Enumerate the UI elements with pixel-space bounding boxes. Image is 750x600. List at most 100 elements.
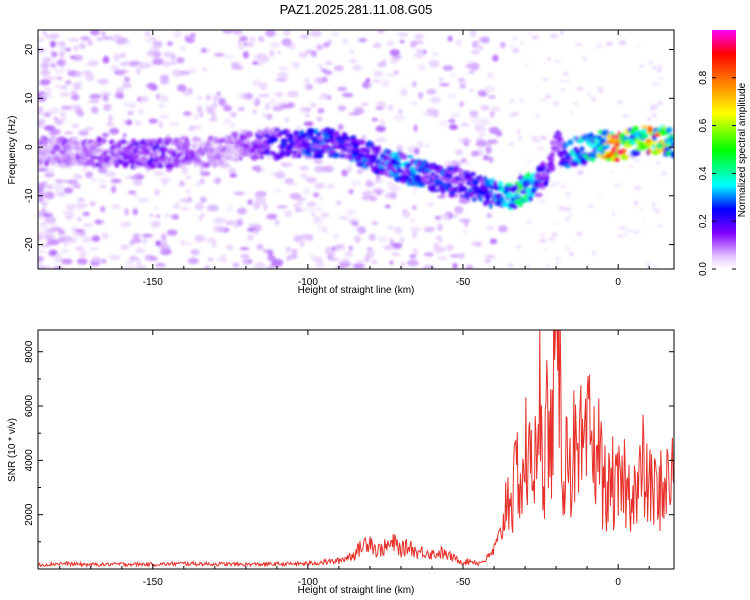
noise-blob	[251, 99, 258, 104]
noise-blob	[379, 118, 385, 127]
ridge-blob	[526, 172, 531, 179]
noise-blob	[554, 261, 561, 265]
noise-blob	[535, 114, 542, 119]
ridge-blob	[488, 202, 493, 209]
noise-blob	[313, 256, 324, 263]
noise-blob	[565, 217, 569, 222]
ridge-blob	[547, 164, 555, 171]
noise-blob	[612, 211, 616, 217]
noise-blob	[168, 122, 180, 126]
noise-blob	[122, 265, 135, 269]
ridge-blob	[332, 152, 340, 159]
noise-blob	[171, 69, 183, 78]
noise-blob	[514, 47, 519, 50]
noise-blob	[98, 179, 108, 184]
noise-blob	[278, 66, 289, 71]
noise-blob	[322, 228, 328, 234]
noise-blob	[449, 254, 461, 258]
ridge-blob	[205, 162, 211, 168]
noise-blob	[102, 57, 110, 64]
noise-blob	[589, 96, 595, 100]
noise-blob	[562, 71, 569, 76]
noise-blob	[217, 227, 226, 233]
noise-blob	[549, 184, 557, 187]
noise-blob	[284, 162, 293, 168]
noise-blob	[416, 140, 425, 149]
noise-blob	[484, 259, 492, 264]
snr-panel: -150 -100 -50 0 2000 4000 6000 8000 Height of s…	[7, 329, 675, 596]
noise-blob	[74, 175, 83, 179]
noise-blob	[651, 82, 660, 86]
noise-blob	[128, 190, 136, 195]
ridge-blob	[162, 147, 168, 152]
ridge-blob	[252, 154, 261, 159]
noise-blob	[312, 192, 320, 198]
ridge-blob	[192, 143, 197, 150]
ridge-blob	[394, 161, 402, 166]
noise-blob	[526, 32, 533, 36]
noise-blob	[269, 171, 275, 176]
noise-blob	[70, 104, 82, 110]
noise-blob	[290, 252, 298, 260]
noise-blob	[317, 63, 323, 70]
noise-blob	[199, 178, 205, 184]
noise-blob	[259, 61, 264, 66]
noise-blob	[163, 51, 172, 58]
ridge-blob	[462, 186, 467, 191]
noise-blob	[38, 197, 44, 202]
ridge-blob	[164, 158, 170, 164]
noise-blob	[266, 113, 273, 120]
noise-blob	[130, 175, 136, 181]
noise-blob	[447, 35, 453, 42]
noise-blob	[387, 225, 394, 231]
noise-blob	[534, 140, 542, 143]
ridge-blob	[265, 144, 271, 150]
x-tick-label: 0	[615, 277, 621, 288]
noise-blob	[340, 257, 350, 263]
noise-blob	[335, 244, 345, 249]
noise-blob	[114, 92, 123, 99]
noise-blob	[129, 241, 134, 247]
ridge-blob	[541, 185, 546, 190]
ridge-blob	[271, 137, 278, 142]
ridge-blob	[653, 133, 661, 137]
noise-blob	[148, 213, 155, 218]
noise-blob	[72, 203, 82, 210]
noise-blob	[125, 140, 133, 146]
noise-blob	[61, 258, 73, 265]
noise-blob	[247, 199, 253, 206]
noise-blob	[475, 140, 488, 147]
x-tick-label: -150	[143, 577, 163, 588]
noise-blob	[183, 242, 194, 246]
noise-blob	[38, 231, 48, 238]
ridge-blob	[156, 163, 164, 169]
noise-blob	[525, 63, 529, 67]
noise-blob	[457, 80, 468, 85]
noise-blob	[170, 52, 176, 60]
y-tick-label: 10	[24, 92, 35, 104]
ridge-blob	[620, 132, 625, 139]
noise-blob	[400, 39, 405, 44]
ridge-blob	[636, 150, 641, 154]
noise-blob	[617, 234, 623, 239]
noise-blob	[88, 99, 100, 104]
noise-blob	[335, 265, 345, 269]
noise-blob	[323, 165, 334, 173]
ridge-blob	[568, 139, 572, 143]
noise-blob	[390, 58, 399, 64]
noise-blob	[101, 231, 110, 239]
noise-blob	[471, 40, 479, 49]
noise-blob	[283, 210, 293, 218]
noise-blob	[632, 230, 640, 234]
noise-blob	[450, 71, 456, 78]
noise-blob	[324, 70, 333, 75]
noise-blob	[41, 207, 47, 215]
noise-blob	[622, 114, 630, 118]
noise-blob	[509, 213, 514, 216]
noise-blob	[124, 207, 129, 216]
noise-blob	[171, 214, 180, 220]
noise-blob	[273, 188, 283, 193]
noise-blob	[115, 87, 125, 95]
noise-blob	[439, 213, 450, 220]
noise-blob	[183, 111, 192, 117]
